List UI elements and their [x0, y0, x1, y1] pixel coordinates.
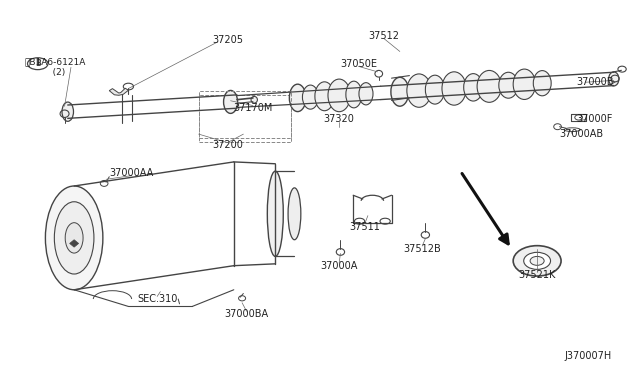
Ellipse shape	[464, 74, 483, 101]
Text: B: B	[35, 59, 40, 68]
Ellipse shape	[328, 79, 350, 112]
Polygon shape	[70, 240, 79, 247]
Ellipse shape	[530, 256, 544, 265]
Text: 37050E: 37050E	[340, 59, 377, 69]
Ellipse shape	[251, 96, 257, 103]
Ellipse shape	[268, 171, 284, 256]
Text: J370007H: J370007H	[564, 352, 612, 362]
Text: 37521K: 37521K	[518, 270, 556, 280]
Ellipse shape	[513, 69, 536, 99]
Ellipse shape	[524, 252, 550, 269]
Text: 37511: 37511	[349, 222, 380, 232]
Bar	[198, 92, 291, 138]
Ellipse shape	[346, 81, 362, 108]
Ellipse shape	[426, 75, 445, 104]
Text: 37320: 37320	[324, 114, 355, 124]
Text: 37000BA: 37000BA	[225, 309, 269, 319]
Text: 37205: 37205	[212, 35, 243, 45]
Ellipse shape	[315, 82, 334, 111]
Text: 37200: 37200	[212, 140, 243, 150]
Ellipse shape	[407, 74, 431, 107]
Ellipse shape	[223, 90, 237, 113]
Ellipse shape	[533, 71, 551, 96]
Ellipse shape	[477, 70, 501, 102]
Text: 37000A: 37000A	[321, 261, 358, 271]
Polygon shape	[109, 88, 129, 95]
Ellipse shape	[499, 72, 518, 98]
Ellipse shape	[513, 246, 561, 276]
Ellipse shape	[45, 186, 103, 290]
Ellipse shape	[359, 83, 373, 105]
Ellipse shape	[442, 72, 467, 105]
Text: 37000AA: 37000AA	[109, 168, 154, 178]
Text: 37512: 37512	[369, 31, 399, 41]
Text: 37000B: 37000B	[576, 77, 613, 87]
Ellipse shape	[391, 77, 409, 106]
Text: 37512B: 37512B	[403, 244, 441, 254]
Text: SEC.310: SEC.310	[137, 294, 177, 304]
Ellipse shape	[303, 85, 319, 109]
Bar	[198, 95, 291, 141]
Ellipse shape	[54, 202, 94, 274]
Text: 37000F: 37000F	[577, 114, 612, 124]
Text: 37170M: 37170M	[233, 103, 273, 113]
Ellipse shape	[609, 72, 619, 86]
Text: ⒷB1A6-6121A
   (2): ⒷB1A6-6121A (2)	[24, 58, 86, 77]
Ellipse shape	[62, 102, 74, 121]
Ellipse shape	[65, 223, 83, 253]
Ellipse shape	[289, 84, 306, 112]
Ellipse shape	[288, 188, 301, 240]
Text: 37000AB: 37000AB	[560, 129, 604, 139]
